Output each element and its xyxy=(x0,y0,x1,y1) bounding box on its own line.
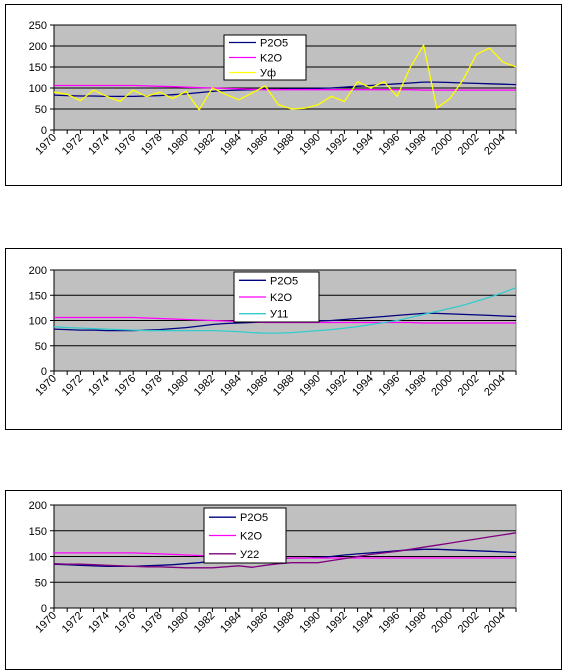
legend-label: У11 xyxy=(270,309,288,321)
legend-label: P2O5 xyxy=(260,38,288,50)
chart-panel-2: 0 50 100 150 200 1970 1972 1974 1976 1978 1980 1982… xyxy=(5,248,562,430)
x-tick-label: 1988 xyxy=(271,132,297,158)
x-tick-label: 1990 xyxy=(297,610,323,636)
legend-label: K2O xyxy=(260,53,282,65)
x-tick-label: 1976 xyxy=(113,132,139,158)
x-tick-label: 1970 xyxy=(33,610,59,636)
x-tick-label: 1982 xyxy=(192,373,218,399)
y-tick-label: 100 xyxy=(29,83,47,95)
x-tick-label: 1990 xyxy=(297,373,323,399)
legend-label: K2O xyxy=(240,531,262,543)
x-tick-label: 1970 xyxy=(33,373,59,399)
chart-3: 0 50 100 150 200 1970 1972 1974 1976 1978 1980 1982… xyxy=(29,500,517,636)
x-tick-label: 1972 xyxy=(60,610,86,636)
legend-label: P2O5 xyxy=(270,275,298,287)
x-tick-label: 1996 xyxy=(377,132,403,158)
series-line-У11 xyxy=(53,287,517,334)
x-tick-label: 1988 xyxy=(271,610,297,636)
x-tick-label: 1980 xyxy=(165,610,191,636)
x-tick-label: 1998 xyxy=(403,373,429,399)
x-tick-label: 1974 xyxy=(86,610,112,636)
x-tick-label: 1982 xyxy=(192,132,218,158)
x-tick-label: 2004 xyxy=(482,132,508,158)
y-tick-label: 200 xyxy=(29,41,47,53)
x-tick-label: 1986 xyxy=(245,610,271,636)
x-tick-label: 2000 xyxy=(429,610,455,636)
x-tick-label: 1972 xyxy=(60,373,86,399)
x-tick-label: 1984 xyxy=(218,610,244,636)
x-tick-label: 1990 xyxy=(297,132,323,158)
legend-label: K2O xyxy=(270,292,292,304)
x-tick-label: 1984 xyxy=(218,132,244,158)
legend-label: Уф xyxy=(260,68,276,80)
legend-label: У22 xyxy=(240,549,259,561)
y-tick-label: 0 xyxy=(41,125,47,137)
chart-panel-3: 0 50 100 150 200 1970 1972 1974 1976 1978 1980 1982… xyxy=(5,490,562,670)
series-line-K2O xyxy=(54,84,516,91)
y-tick-label: 0 xyxy=(41,603,47,615)
x-tick-label: 1988 xyxy=(271,373,297,399)
x-tick-label: 1992 xyxy=(324,132,350,158)
x-tick-label: 2000 xyxy=(429,373,455,399)
x-tick-label: 2002 xyxy=(456,132,482,158)
y-tick-label: 0 xyxy=(41,366,47,378)
x-tick-label: 1986 xyxy=(245,132,271,158)
y-tick-label: 150 xyxy=(29,62,47,74)
y-tick-label: 200 xyxy=(29,500,47,512)
y-tick-label: 150 xyxy=(29,290,47,302)
x-tick-label: 1976 xyxy=(113,373,139,399)
x-tick-label: 2002 xyxy=(456,373,482,399)
y-tick-label: 200 xyxy=(29,265,47,277)
x-tick-label: 1998 xyxy=(403,132,429,158)
x-tick-label: 1978 xyxy=(139,132,165,158)
y-tick-label: 50 xyxy=(35,577,47,589)
x-tick-label: 2004 xyxy=(482,610,508,636)
y-tick-label: 50 xyxy=(35,104,47,116)
x-tick-label: 1976 xyxy=(113,610,139,636)
x-tick-label: 1970 xyxy=(33,132,59,158)
x-tick-label: 1994 xyxy=(350,373,376,399)
x-tick-label: 1974 xyxy=(86,132,112,158)
x-tick-label: 2002 xyxy=(456,610,482,636)
y-tick-label: 100 xyxy=(29,552,47,564)
x-tick-label: 1984 xyxy=(218,373,244,399)
x-tick-label: 1994 xyxy=(350,132,376,158)
x-tick-label: 1998 xyxy=(403,610,429,636)
x-tick-label: 1992 xyxy=(324,373,350,399)
x-tick-label: 1996 xyxy=(377,610,403,636)
y-tick-label: 150 xyxy=(29,526,47,538)
x-tick-label: 1982 xyxy=(192,610,218,636)
x-tick-label: 1974 xyxy=(86,373,112,399)
series-line-Уф xyxy=(53,43,517,111)
chart-2: 0 50 100 150 200 1970 1972 1974 1976 1978 1980 1982… xyxy=(29,265,517,399)
x-tick-label: 2004 xyxy=(482,373,508,399)
y-tick-label: 100 xyxy=(29,316,47,328)
x-tick-label: 1978 xyxy=(139,373,165,399)
x-tick-label: 1972 xyxy=(60,132,86,158)
x-tick-label: 2000 xyxy=(429,132,455,158)
x-tick-label: 1978 xyxy=(139,610,165,636)
x-tick-label: 1980 xyxy=(165,373,191,399)
y-tick-label: 250 xyxy=(29,20,47,32)
x-tick-label: 1996 xyxy=(377,373,403,399)
x-tick-label: 1986 xyxy=(245,373,271,399)
x-tick-label: 1980 xyxy=(165,132,191,158)
y-tick-label: 50 xyxy=(35,341,47,353)
chart-panel-1: 0 50 100 150 200 250 1970 1972 1974 1976 1978 1980 1… xyxy=(5,4,562,186)
x-tick-label: 1994 xyxy=(350,610,376,636)
x-tick-label: 1992 xyxy=(324,610,350,636)
legend-label: P2O5 xyxy=(240,512,268,524)
